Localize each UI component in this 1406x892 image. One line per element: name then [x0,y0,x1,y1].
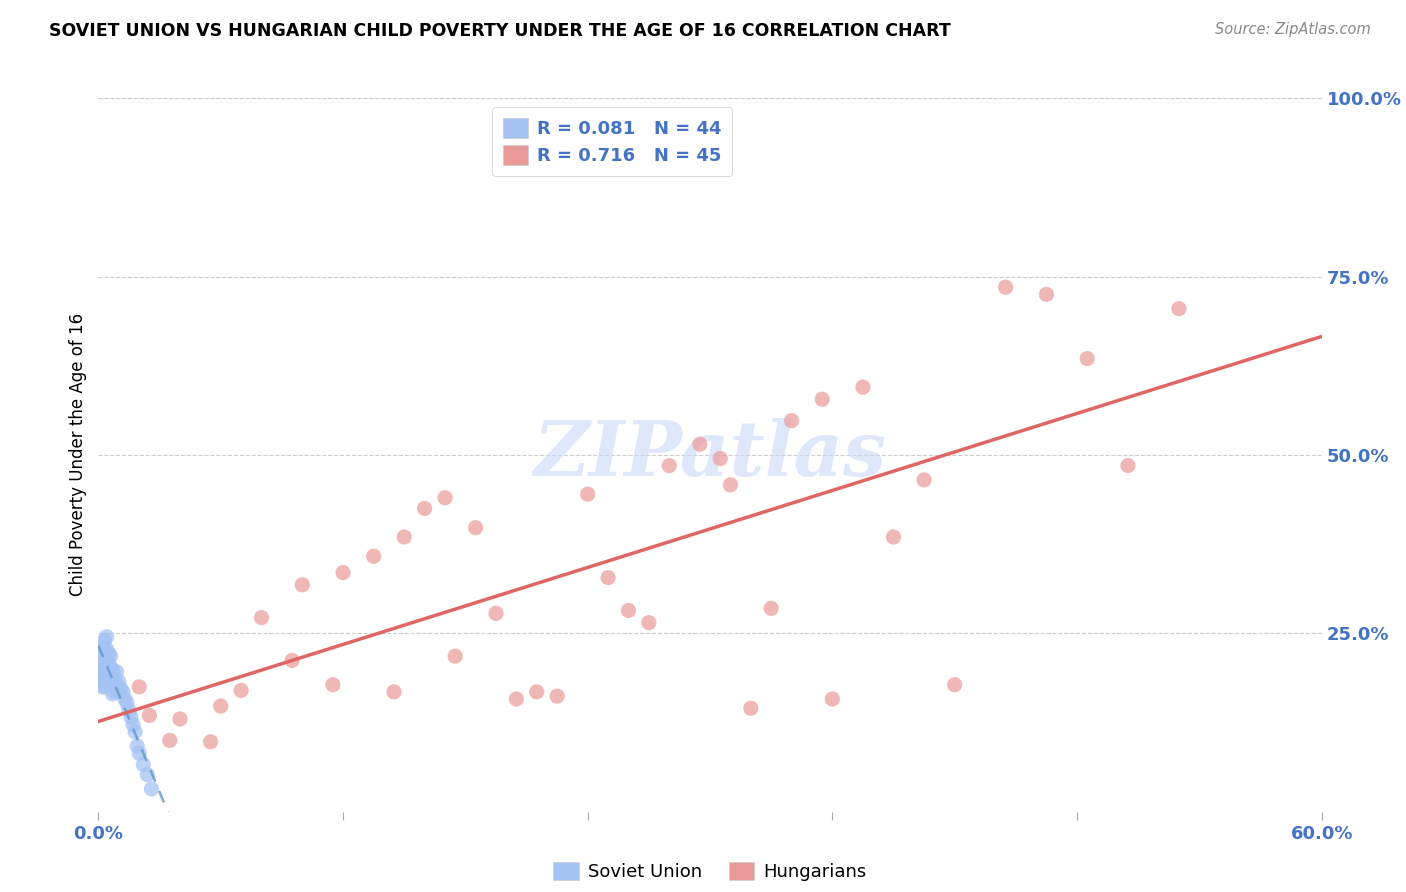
Point [91,680,114,694]
Point [104,671,127,685]
Point [883,530,905,544]
Point [576,487,599,501]
Point [93,669,115,683]
Point [110,681,132,696]
Point [91,640,114,655]
Point [114,692,136,706]
Point [108,674,131,689]
Point [1076,351,1098,366]
Y-axis label: Child Poverty Under the Age of 16: Child Poverty Under the Age of 16 [69,313,87,597]
Point [138,708,160,723]
Point [97,657,120,671]
Point [89,673,111,687]
Point [200,735,222,749]
Point [91,651,114,665]
Point [912,473,935,487]
Point [141,781,163,796]
Point [943,678,966,692]
Point [93,680,115,694]
Point [124,724,146,739]
Point [122,717,145,731]
Point [780,414,803,428]
Point [127,739,149,753]
Point [485,607,508,621]
Text: SOVIET UNION VS HUNGARIAN CHILD POVERTY UNDER THE AGE OF 16 CORRELATION CHART: SOVIET UNION VS HUNGARIAN CHILD POVERTY … [49,22,950,40]
Point [100,660,122,674]
Point [132,757,155,772]
Point [332,566,354,580]
Point [96,653,118,667]
Point [821,692,844,706]
Point [464,521,486,535]
Point [105,678,128,692]
Point [209,699,232,714]
Legend: Soviet Union, Hungarians: Soviet Union, Hungarians [547,855,873,888]
Text: ZIPatlas: ZIPatlas [533,418,887,491]
Point [101,687,124,701]
Point [108,685,131,699]
Point [111,685,134,699]
Point [118,703,141,717]
Point [1167,301,1189,316]
Point [994,280,1017,294]
Point [96,671,118,685]
Point [1035,287,1057,301]
Point [231,683,253,698]
Point [104,685,127,699]
Point [159,733,181,747]
Point [89,644,111,658]
Point [505,692,527,706]
Point [93,657,115,671]
Point [101,664,124,678]
Point [382,685,405,699]
Point [93,633,115,648]
Point [100,678,122,692]
Point [105,665,128,679]
Point [709,451,731,466]
Point [100,649,122,664]
Point [120,710,142,724]
Point [281,653,304,667]
Point [598,571,620,585]
Point [1116,458,1139,473]
Point [136,767,159,781]
Point [91,665,114,680]
Point [128,680,150,694]
Point [250,610,273,624]
Point [434,491,457,505]
Text: Source: ZipAtlas.com: Source: ZipAtlas.com [1215,22,1371,37]
Point [128,746,150,760]
Point [322,678,344,692]
Point [658,458,681,473]
Point [852,380,875,394]
Point [363,549,385,564]
Point [444,649,467,664]
Point [689,437,711,451]
Point [638,615,661,630]
Point [97,646,120,660]
Point [740,701,762,715]
Point [413,501,436,516]
Point [97,671,120,685]
Point [720,478,742,492]
Point [96,630,118,644]
Point [811,392,834,407]
Point [617,603,640,617]
Point [89,658,111,673]
Point [101,676,124,690]
Point [96,642,118,657]
Point [291,578,314,592]
Point [526,685,548,699]
Point [115,696,138,710]
Point [546,689,568,703]
Point [392,530,416,544]
Point [761,601,783,615]
Point [169,712,191,726]
Point [93,644,115,658]
